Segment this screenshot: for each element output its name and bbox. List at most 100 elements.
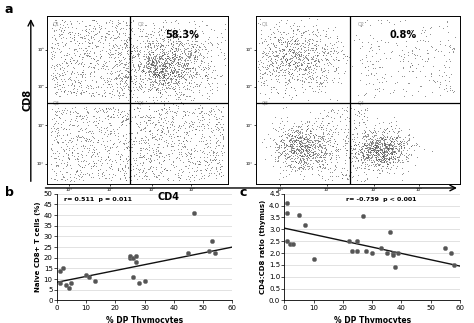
Point: [360, 114, 368, 119]
Point: [389, 147, 396, 152]
Point: [69, 109, 77, 114]
Point: [166, 48, 174, 54]
Point: [60, 82, 67, 87]
Point: [271, 34, 279, 39]
Point: [138, 84, 146, 89]
Point: [84, 39, 92, 45]
Point: [282, 57, 289, 62]
Point: [371, 143, 379, 148]
Point: [321, 51, 328, 56]
Point: [82, 89, 90, 94]
Point: [358, 56, 366, 61]
Point: [191, 67, 199, 72]
Point: [294, 146, 302, 151]
Point: [349, 174, 356, 179]
Point: [175, 42, 182, 47]
Point: [109, 142, 117, 147]
Point: [299, 146, 307, 151]
Point: [196, 44, 203, 49]
Point: [306, 144, 313, 149]
Point: [378, 151, 386, 157]
Point: [136, 128, 144, 133]
Point: [77, 71, 85, 77]
Point: [128, 95, 136, 100]
Point: [74, 32, 82, 37]
Point: [441, 78, 448, 83]
Point: [297, 30, 305, 36]
Point: [72, 31, 79, 36]
Point: [114, 49, 122, 55]
Point: [297, 32, 305, 37]
Point: [150, 66, 157, 71]
Point: [319, 133, 327, 139]
Point: [306, 63, 313, 68]
Point: [292, 124, 300, 129]
Point: [105, 105, 112, 110]
Point: [298, 121, 305, 127]
Point: [108, 177, 115, 182]
Point: [151, 60, 158, 65]
Point: [213, 124, 221, 129]
Point: [344, 139, 352, 144]
Point: [136, 64, 143, 69]
Point: [96, 27, 104, 32]
Point: [89, 26, 97, 31]
Point: [169, 67, 176, 72]
Point: [377, 147, 385, 152]
Point: [106, 47, 113, 52]
Point: [307, 149, 315, 154]
Point: [317, 66, 325, 71]
Point: [189, 38, 196, 43]
Text: Q3: Q3: [53, 100, 60, 105]
Point: [367, 150, 375, 155]
Point: [82, 117, 90, 122]
Point: [290, 130, 298, 135]
Point: [283, 156, 291, 161]
Point: [360, 147, 368, 152]
Point: [112, 77, 119, 82]
Point: [318, 84, 326, 89]
Point: [341, 142, 349, 147]
Point: [58, 85, 66, 90]
Point: [53, 155, 60, 160]
Point: [381, 160, 388, 165]
Point: [381, 159, 388, 164]
Point: [306, 152, 313, 157]
Point: [312, 157, 320, 162]
Point: [154, 46, 161, 51]
Point: [344, 130, 351, 135]
Point: [184, 66, 192, 71]
Point: [145, 143, 153, 148]
Point: [185, 87, 193, 92]
Point: [206, 162, 213, 167]
Point: [445, 75, 453, 80]
Point: [301, 165, 308, 170]
Point: [202, 141, 210, 147]
Point: [108, 162, 115, 167]
Point: [289, 150, 297, 155]
Point: [199, 54, 207, 59]
Point: [180, 139, 187, 144]
Point: [430, 78, 438, 83]
Point: [372, 161, 379, 166]
Point: [283, 41, 291, 46]
Point: [147, 62, 155, 67]
Point: [278, 136, 286, 141]
Point: [173, 80, 180, 85]
Point: [287, 34, 294, 39]
Point: [95, 139, 102, 144]
Point: [115, 46, 122, 51]
Point: [148, 57, 155, 62]
Point: [257, 75, 264, 80]
Point: [374, 166, 382, 171]
Point: [272, 115, 279, 120]
Point: [156, 151, 164, 156]
Point: [123, 115, 130, 120]
Point: [364, 68, 372, 73]
Point: [167, 26, 174, 32]
Point: [179, 65, 186, 70]
Point: [206, 88, 213, 93]
Point: [309, 141, 316, 146]
Point: [367, 141, 375, 146]
Point: [379, 153, 387, 159]
